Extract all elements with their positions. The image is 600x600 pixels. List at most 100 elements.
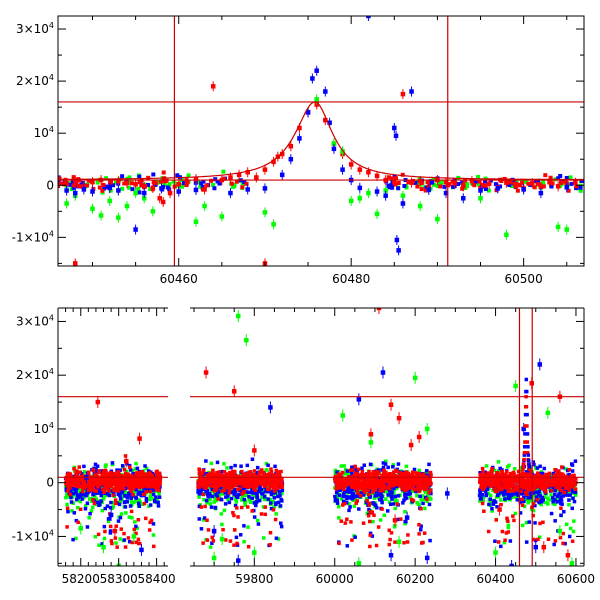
- baseline-point-red: [438, 184, 443, 189]
- cloud-point-red: [371, 490, 375, 494]
- cloud-point-blue: [508, 496, 512, 500]
- cloud-point-blue: [274, 536, 279, 540]
- cloud-point-blue: [483, 489, 488, 494]
- cloud-point-red: [406, 485, 411, 489]
- cloud-point-red: [246, 478, 250, 482]
- cloud-point-red: [337, 472, 341, 476]
- cloud-point-red: [227, 488, 232, 492]
- data-point-blue: [72, 190, 78, 196]
- cloud-point-red: [500, 470, 504, 475]
- cloud-point-red: [90, 486, 95, 490]
- baseline-point-blue: [390, 185, 395, 190]
- cloud-point-red: [86, 488, 91, 493]
- data-point-red: [512, 181, 518, 187]
- cloud-point-red: [424, 480, 429, 484]
- cloud-point-red: [235, 487, 240, 492]
- cloud-point-green: [404, 464, 409, 469]
- cloud-point-red: [354, 479, 359, 484]
- cloud-point-blue: [122, 538, 127, 542]
- cloud-point-red: [222, 488, 227, 493]
- baseline-point-red: [130, 181, 135, 186]
- baseline-point-blue: [199, 181, 204, 186]
- cloud-point-blue: [270, 491, 275, 495]
- cloud-point-blue: [555, 500, 559, 504]
- cloud-point-red: [80, 477, 85, 482]
- data-point-green: [366, 190, 371, 196]
- cloud-point-red: [361, 473, 365, 477]
- cloud-point-blue: [389, 494, 394, 499]
- cloud-point-red: [76, 476, 80, 481]
- cloud-point-red: [108, 524, 113, 529]
- cloud-point-blue: [204, 498, 209, 503]
- cloud-point-blue: [347, 508, 351, 513]
- cloud-point-red: [71, 480, 76, 484]
- cloud-point-blue: [95, 500, 100, 505]
- cloud-point-red: [422, 531, 427, 535]
- cloud-point-green: [103, 464, 108, 469]
- cloud-point-green: [90, 505, 95, 510]
- cloud-point-red: [257, 481, 261, 486]
- cloud-point-blue: [495, 493, 500, 498]
- cloud-point-blue: [279, 521, 283, 525]
- cloud-point-red: [251, 485, 256, 490]
- cloud-point-blue: [134, 488, 138, 492]
- cloud-point-red: [95, 482, 99, 487]
- cloud-point-red: [340, 503, 345, 507]
- baseline-point-red: [97, 185, 102, 190]
- outlier-point-red: [124, 458, 129, 464]
- baseline-point-red: [139, 183, 144, 188]
- baseline-point-red: [85, 183, 90, 188]
- cloud-point-red: [504, 531, 509, 535]
- cloud-point-red: [104, 476, 109, 480]
- baseline-point-red: [526, 181, 531, 186]
- baseline-point-blue: [217, 181, 222, 186]
- cloud-point-green: [524, 520, 529, 525]
- data-point-red: [314, 102, 319, 107]
- data-point-red: [133, 181, 138, 187]
- cloud-point-green: [336, 504, 341, 509]
- cloud-point-red: [271, 508, 276, 512]
- cloud-point-red: [100, 473, 104, 477]
- cloud-point-red: [142, 501, 147, 506]
- cloud-point-red: [406, 533, 410, 537]
- baseline-point-red: [158, 179, 163, 184]
- cloud-point-red: [562, 483, 566, 487]
- cloud-point-blue: [383, 462, 388, 466]
- cloud-point-red: [211, 468, 215, 473]
- cloud-point-red: [104, 474, 109, 478]
- baseline-point-red: [535, 181, 540, 186]
- data-point-red: [547, 179, 552, 185]
- cloud-point-blue: [500, 490, 504, 495]
- cloud-point-red: [211, 471, 215, 475]
- cloud-point-red: [140, 474, 144, 478]
- cloud-point-red: [417, 522, 421, 527]
- cloud-point-blue: [123, 505, 128, 509]
- data-point-red: [157, 196, 163, 201]
- baseline-point-green: [108, 188, 113, 193]
- cloud-point-blue: [204, 459, 208, 463]
- cloud-point-red: [114, 479, 118, 483]
- baseline-point-blue: [151, 172, 156, 177]
- cloud-point-blue: [74, 518, 79, 523]
- cloud-point-green: [133, 520, 137, 524]
- cloud-point-blue: [395, 484, 399, 489]
- cloud-point-red: [228, 478, 233, 482]
- cloud-point-red: [242, 489, 247, 494]
- cloud-point-green: [260, 495, 264, 500]
- cloud-point-green: [339, 464, 344, 468]
- data-point-red: [288, 143, 294, 149]
- baseline-point-green: [568, 175, 573, 180]
- baseline-point-blue: [556, 176, 561, 181]
- cloud-point-green: [120, 494, 125, 498]
- baseline-point-red: [477, 179, 482, 184]
- cloud-point-blue: [386, 465, 390, 470]
- cloud-point-blue: [280, 499, 284, 503]
- cloud-point-red: [121, 486, 125, 491]
- cloud-point-red: [546, 476, 551, 481]
- baseline-point-red: [71, 175, 76, 180]
- cloud-point-red: [246, 481, 251, 485]
- baseline-point-green: [196, 180, 201, 185]
- cloud-point-red: [343, 484, 347, 489]
- cloud-point-red: [368, 519, 372, 524]
- cloud-point-red: [480, 466, 485, 471]
